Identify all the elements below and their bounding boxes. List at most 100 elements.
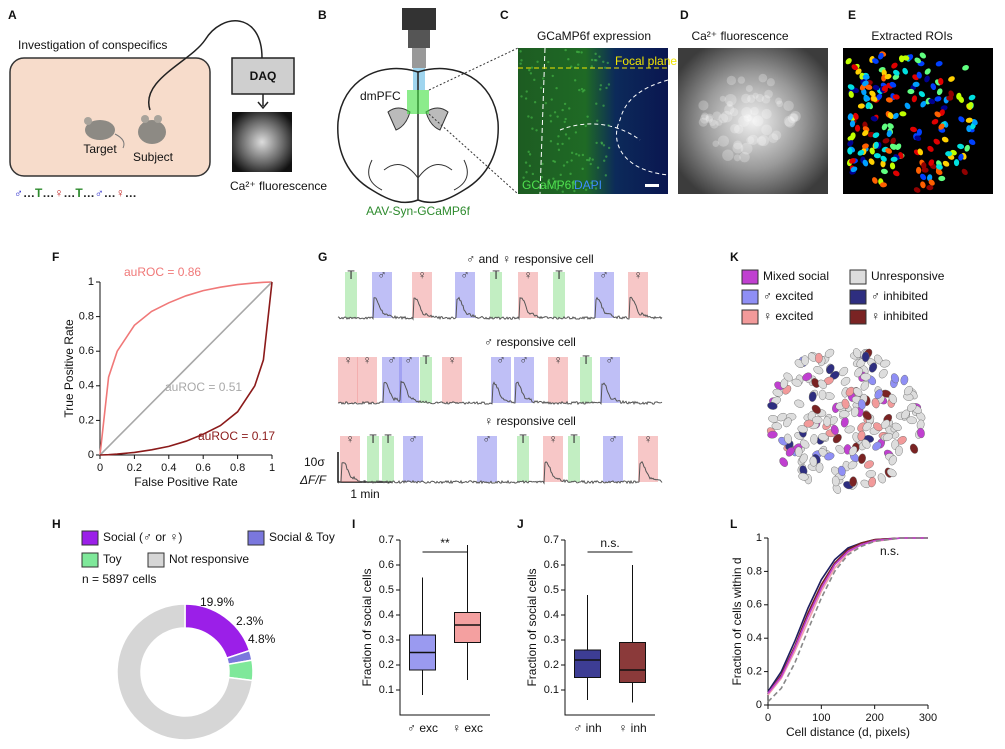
speckle [574, 131, 578, 134]
roi [916, 71, 922, 79]
roi [802, 372, 812, 382]
trace [337, 380, 663, 406]
speckle [606, 61, 609, 65]
event-label: ♂ [483, 432, 492, 446]
sequence: ♂…T…♀…T…♂…♀… [14, 186, 137, 200]
roi [777, 412, 787, 422]
roi [861, 351, 870, 363]
roi [948, 76, 955, 82]
roi [783, 417, 792, 428]
roi [881, 123, 888, 131]
y-tick-label: 0.2 [79, 414, 94, 426]
speckle [539, 86, 543, 89]
event-label: ♂ [405, 353, 414, 367]
roi [863, 95, 871, 102]
speckle [564, 117, 567, 121]
arrow [257, 94, 269, 110]
roi [826, 364, 835, 374]
roi [873, 141, 879, 149]
legend-label: ♀ excited [763, 309, 813, 323]
speckle [596, 166, 600, 169]
event-label: ♀ [634, 268, 643, 282]
legend-swatch [741, 309, 759, 325]
cell-blob [724, 104, 735, 115]
speckle [547, 178, 551, 182]
cell-blob [712, 140, 719, 147]
event-window [580, 357, 592, 403]
y-tick-label: 0.8 [747, 565, 762, 577]
event-label: ♂ [609, 432, 618, 446]
cell-blob [756, 136, 767, 146]
y-tick-label: 0 [756, 699, 762, 711]
roi [924, 75, 930, 83]
roi [971, 118, 978, 126]
event-label: T [384, 432, 392, 446]
cell-blob [720, 110, 733, 123]
roi [940, 105, 948, 111]
x-tick-label: 0 [765, 712, 771, 724]
roi [872, 132, 880, 138]
event-window [568, 436, 580, 482]
roi [916, 128, 922, 136]
event-window [548, 357, 568, 403]
cell-blob [764, 89, 773, 99]
roi [798, 472, 809, 481]
brain-structures [368, 159, 468, 191]
roi [851, 406, 859, 418]
cell-blob [705, 113, 714, 122]
roi [817, 379, 827, 389]
y-tick-label: 0.3 [379, 634, 394, 646]
roi [853, 112, 859, 120]
speckle [594, 52, 597, 56]
x-tick-label: 0.4 [161, 462, 176, 474]
legend-label: ♂ inhibited [871, 289, 928, 303]
roi [855, 68, 862, 75]
roi [928, 179, 935, 186]
roi [810, 434, 818, 445]
speckle [552, 177, 555, 180]
roi [815, 352, 823, 364]
event-label: T [570, 432, 578, 446]
speckle [570, 151, 574, 155]
x-axis-label: False Positive Rate [134, 475, 238, 489]
panel-letter: J [517, 517, 524, 531]
speckle [530, 66, 534, 69]
roi [909, 443, 919, 454]
roi [840, 376, 851, 386]
roi [934, 96, 942, 102]
box [574, 649, 601, 678]
speckle [569, 172, 572, 176]
cell-blob [783, 115, 795, 127]
speckle [536, 60, 539, 63]
roi [912, 81, 920, 87]
roi [887, 112, 894, 119]
legend-swatch [81, 552, 99, 568]
speckle [605, 86, 608, 90]
roi [785, 447, 795, 457]
roi [927, 145, 934, 152]
speckle [581, 153, 585, 157]
roi [783, 372, 793, 382]
scale-bar [645, 184, 659, 187]
roi [839, 410, 850, 418]
speckle [555, 180, 558, 183]
event-label: ♂ [497, 353, 506, 367]
roi [850, 132, 856, 140]
roi [858, 453, 866, 464]
cell-blob [729, 107, 739, 117]
speckle [556, 115, 559, 118]
roi [772, 388, 783, 397]
event-window [518, 272, 538, 318]
event-window [603, 436, 623, 482]
cell-blob [787, 113, 798, 124]
roi [837, 465, 846, 477]
y-tick-label: 0.4 [379, 609, 394, 621]
roi [861, 439, 871, 449]
mouse-target [84, 117, 125, 149]
event-window [420, 357, 432, 403]
roi [857, 103, 865, 109]
roi [877, 473, 886, 484]
roi [880, 419, 891, 429]
speckle [578, 88, 581, 92]
roi [899, 111, 907, 117]
